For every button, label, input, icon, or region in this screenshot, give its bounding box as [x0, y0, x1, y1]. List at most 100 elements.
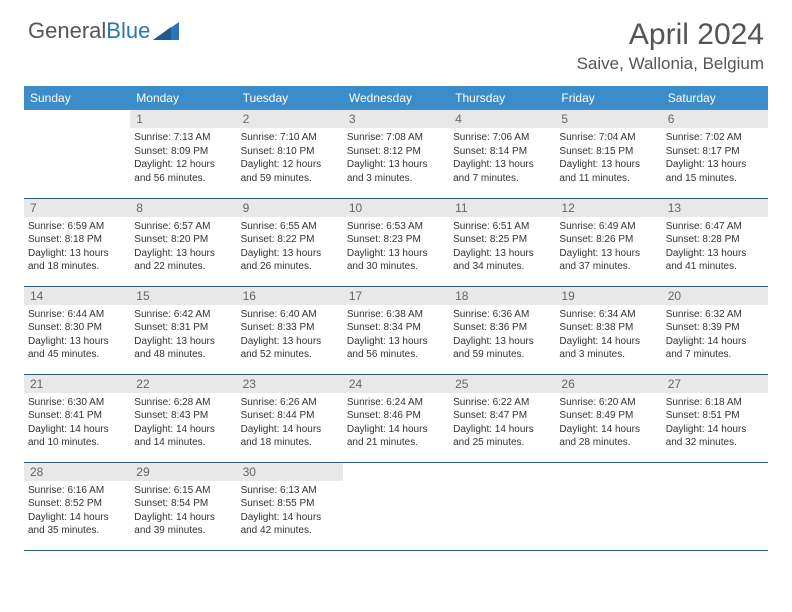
day-number: 9: [237, 199, 343, 217]
day-number: 18: [449, 287, 555, 305]
sunset-text: Sunset: 8:12 PM: [347, 145, 445, 159]
day-number: 1: [130, 110, 236, 128]
day-number: 30: [237, 463, 343, 481]
day-info: Sunrise: 6:40 AMSunset: 8:33 PMDaylight:…: [237, 305, 343, 364]
day-cell: 8Sunrise: 6:57 AMSunset: 8:20 PMDaylight…: [130, 198, 236, 286]
sunset-text: Sunset: 8:30 PM: [28, 321, 126, 335]
sunset-text: Sunset: 8:23 PM: [347, 233, 445, 247]
daylight-text: Daylight: 14 hours and 39 minutes.: [134, 511, 232, 538]
day-info: Sunrise: 6:55 AMSunset: 8:22 PMDaylight:…: [237, 217, 343, 276]
daylight-text: Daylight: 13 hours and 59 minutes.: [453, 335, 551, 362]
sunrise-text: Sunrise: 6:15 AM: [134, 484, 232, 498]
day-cell: 29Sunrise: 6:15 AMSunset: 8:54 PMDayligh…: [130, 462, 236, 550]
sunrise-text: Sunrise: 7:02 AM: [666, 131, 764, 145]
day-number: 3: [343, 110, 449, 128]
sunset-text: Sunset: 8:17 PM: [666, 145, 764, 159]
sunrise-text: Sunrise: 6:40 AM: [241, 308, 339, 322]
daylight-text: Daylight: 12 hours and 59 minutes.: [241, 158, 339, 185]
day-cell: 3Sunrise: 7:08 AMSunset: 8:12 PMDaylight…: [343, 110, 449, 198]
sunset-text: Sunset: 8:18 PM: [28, 233, 126, 247]
sunrise-text: Sunrise: 6:36 AM: [453, 308, 551, 322]
day-info: Sunrise: 7:10 AMSunset: 8:10 PMDaylight:…: [237, 128, 343, 187]
day-info: Sunrise: 6:53 AMSunset: 8:23 PMDaylight:…: [343, 217, 449, 276]
daylight-text: Daylight: 14 hours and 28 minutes.: [559, 423, 657, 450]
logo-text-1: General: [28, 18, 106, 44]
daylight-text: Daylight: 13 hours and 22 minutes.: [134, 247, 232, 274]
logo-triangle-icon: [153, 22, 179, 40]
day-number: 6: [662, 110, 768, 128]
day-number: 26: [555, 375, 661, 393]
sunset-text: Sunset: 8:52 PM: [28, 497, 126, 511]
day-cell: [24, 110, 130, 198]
day-info: Sunrise: 6:51 AMSunset: 8:25 PMDaylight:…: [449, 217, 555, 276]
week-row: 28Sunrise: 6:16 AMSunset: 8:52 PMDayligh…: [24, 462, 768, 550]
day-info: Sunrise: 6:38 AMSunset: 8:34 PMDaylight:…: [343, 305, 449, 364]
day-info: Sunrise: 6:59 AMSunset: 8:18 PMDaylight:…: [24, 217, 130, 276]
logo-text-2: Blue: [106, 18, 150, 44]
sunrise-text: Sunrise: 6:28 AM: [134, 396, 232, 410]
day-number: 23: [237, 375, 343, 393]
day-cell: 16Sunrise: 6:40 AMSunset: 8:33 PMDayligh…: [237, 286, 343, 374]
sunrise-text: Sunrise: 6:30 AM: [28, 396, 126, 410]
sunset-text: Sunset: 8:47 PM: [453, 409, 551, 423]
day-info: Sunrise: 6:13 AMSunset: 8:55 PMDaylight:…: [237, 481, 343, 540]
daylight-text: Daylight: 14 hours and 10 minutes.: [28, 423, 126, 450]
day-number: 27: [662, 375, 768, 393]
day-info: Sunrise: 7:08 AMSunset: 8:12 PMDaylight:…: [343, 128, 449, 187]
sunset-text: Sunset: 8:49 PM: [559, 409, 657, 423]
day-number: 11: [449, 199, 555, 217]
sunset-text: Sunset: 8:44 PM: [241, 409, 339, 423]
day-number: 7: [24, 199, 130, 217]
day-header: Thursday: [449, 86, 555, 110]
daylight-text: Daylight: 14 hours and 18 minutes.: [241, 423, 339, 450]
day-number: 28: [24, 463, 130, 481]
day-cell: [555, 462, 661, 550]
day-number: 15: [130, 287, 236, 305]
sunrise-text: Sunrise: 6:34 AM: [559, 308, 657, 322]
day-info: Sunrise: 6:49 AMSunset: 8:26 PMDaylight:…: [555, 217, 661, 276]
sunrise-text: Sunrise: 6:47 AM: [666, 220, 764, 234]
daylight-text: Daylight: 14 hours and 21 minutes.: [347, 423, 445, 450]
day-cell: 4Sunrise: 7:06 AMSunset: 8:14 PMDaylight…: [449, 110, 555, 198]
sunrise-text: Sunrise: 6:20 AM: [559, 396, 657, 410]
sunset-text: Sunset: 8:54 PM: [134, 497, 232, 511]
day-number: 20: [662, 287, 768, 305]
day-number: 8: [130, 199, 236, 217]
day-number: 13: [662, 199, 768, 217]
day-header: Wednesday: [343, 86, 449, 110]
day-cell: 9Sunrise: 6:55 AMSunset: 8:22 PMDaylight…: [237, 198, 343, 286]
daylight-text: Daylight: 14 hours and 25 minutes.: [453, 423, 551, 450]
day-cell: 25Sunrise: 6:22 AMSunset: 8:47 PMDayligh…: [449, 374, 555, 462]
sunset-text: Sunset: 8:31 PM: [134, 321, 232, 335]
sunrise-text: Sunrise: 6:55 AM: [241, 220, 339, 234]
day-info: Sunrise: 6:26 AMSunset: 8:44 PMDaylight:…: [237, 393, 343, 452]
sunrise-text: Sunrise: 7:13 AM: [134, 131, 232, 145]
daylight-text: Daylight: 14 hours and 32 minutes.: [666, 423, 764, 450]
day-info: Sunrise: 6:15 AMSunset: 8:54 PMDaylight:…: [130, 481, 236, 540]
day-number: 2: [237, 110, 343, 128]
sunset-text: Sunset: 8:15 PM: [559, 145, 657, 159]
day-cell: 1Sunrise: 7:13 AMSunset: 8:09 PMDaylight…: [130, 110, 236, 198]
day-cell: 5Sunrise: 7:04 AMSunset: 8:15 PMDaylight…: [555, 110, 661, 198]
month-title: April 2024: [577, 18, 764, 52]
daylight-text: Daylight: 13 hours and 37 minutes.: [559, 247, 657, 274]
day-cell: [662, 462, 768, 550]
day-number: 16: [237, 287, 343, 305]
daylight-text: Daylight: 13 hours and 30 minutes.: [347, 247, 445, 274]
day-cell: 27Sunrise: 6:18 AMSunset: 8:51 PMDayligh…: [662, 374, 768, 462]
day-cell: 30Sunrise: 6:13 AMSunset: 8:55 PMDayligh…: [237, 462, 343, 550]
day-cell: 12Sunrise: 6:49 AMSunset: 8:26 PMDayligh…: [555, 198, 661, 286]
day-number: 19: [555, 287, 661, 305]
day-number: 5: [555, 110, 661, 128]
sunset-text: Sunset: 8:28 PM: [666, 233, 764, 247]
daylight-text: Daylight: 14 hours and 35 minutes.: [28, 511, 126, 538]
day-header: Friday: [555, 86, 661, 110]
day-cell: 23Sunrise: 6:26 AMSunset: 8:44 PMDayligh…: [237, 374, 343, 462]
day-cell: 28Sunrise: 6:16 AMSunset: 8:52 PMDayligh…: [24, 462, 130, 550]
day-header: Sunday: [24, 86, 130, 110]
logo: GeneralBlue: [28, 18, 179, 44]
sunset-text: Sunset: 8:09 PM: [134, 145, 232, 159]
day-info: Sunrise: 7:06 AMSunset: 8:14 PMDaylight:…: [449, 128, 555, 187]
day-cell: 10Sunrise: 6:53 AMSunset: 8:23 PMDayligh…: [343, 198, 449, 286]
day-info: Sunrise: 7:02 AMSunset: 8:17 PMDaylight:…: [662, 128, 768, 187]
